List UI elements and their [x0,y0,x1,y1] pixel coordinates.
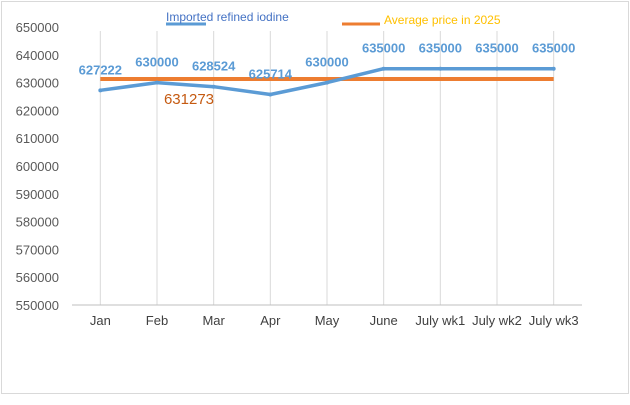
y-tick-label: 560000 [16,270,59,285]
x-tick-label: Mar [202,313,225,328]
series-point-imported [155,80,159,85]
x-tick-label: July wk1 [415,313,465,328]
x-tick-label: July wk3 [529,313,579,328]
data-label-imported: 635000 [532,41,575,56]
y-axis-ticks: 550000 560000 570000 580000 590000 600000 6100… [16,20,59,313]
series-layer [98,66,556,97]
x-tick-label: Apr [260,313,281,328]
series-point-imported [268,92,273,97]
y-tick-label: 570000 [16,242,59,257]
x-tick-label: July wk2 [472,313,522,328]
series-point-imported [98,88,103,93]
y-tick-label: 650000 [16,20,59,35]
data-label-imported: 630000 [305,55,348,70]
x-tick-label: Feb [146,313,168,328]
x-tick-label: June [370,313,398,328]
series-point-imported [495,66,499,71]
y-tick-label: 550000 [16,298,59,313]
data-label-imported: 628524 [192,59,236,74]
x-axis-ticks: Jan Feb Mar Apr May June July wk1 July wk2 July … [90,313,579,328]
chart-frame [1,1,629,394]
series-point-imported [551,66,556,71]
y-tick-label: 630000 [16,76,59,91]
data-label-imported: 635000 [419,41,462,56]
data-label-imported: 635000 [475,41,518,56]
data-label-imported: 627222 [79,62,122,77]
series-point-imported [211,84,216,89]
data-labels: 631273 627222 630000 628524 625714 630000 6350… [79,41,576,108]
legend-label-average: Average price in 2025 [384,13,501,27]
series-point-imported [381,66,386,71]
data-label-imported: 630000 [135,55,178,70]
x-tick-label: Jan [90,313,111,328]
y-tick-label: 640000 [16,48,59,63]
y-tick-label: 610000 [16,131,59,146]
series-point-imported [325,80,329,85]
y-tick-label: 580000 [16,215,59,230]
y-tick-label: 590000 [16,187,59,202]
data-label-imported: 625714 [249,67,293,82]
x-tick-label: May [315,313,340,328]
y-tick-label: 620000 [16,103,59,118]
gridlines [99,31,555,305]
data-label-average: 631273 [164,91,214,108]
series-point-imported [438,66,443,71]
data-label-imported: 635000 [362,41,405,56]
y-tick-label: 600000 [16,159,59,174]
legend-label-imported: Imported refined iodine [166,10,289,24]
legend: Imported refined iodine Average price in… [166,10,501,27]
